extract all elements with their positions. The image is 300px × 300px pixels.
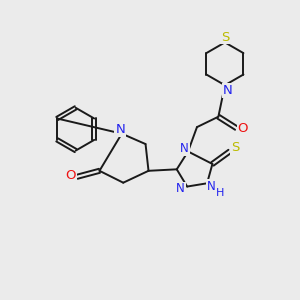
Text: H: H	[216, 188, 225, 198]
Text: N: N	[180, 142, 189, 155]
Text: N: N	[207, 180, 216, 193]
Text: N: N	[223, 84, 233, 97]
Text: S: S	[221, 31, 229, 44]
Text: S: S	[231, 141, 239, 154]
Text: N: N	[176, 182, 185, 195]
Text: O: O	[65, 169, 76, 182]
Text: O: O	[238, 122, 248, 135]
Text: N: N	[116, 123, 125, 136]
